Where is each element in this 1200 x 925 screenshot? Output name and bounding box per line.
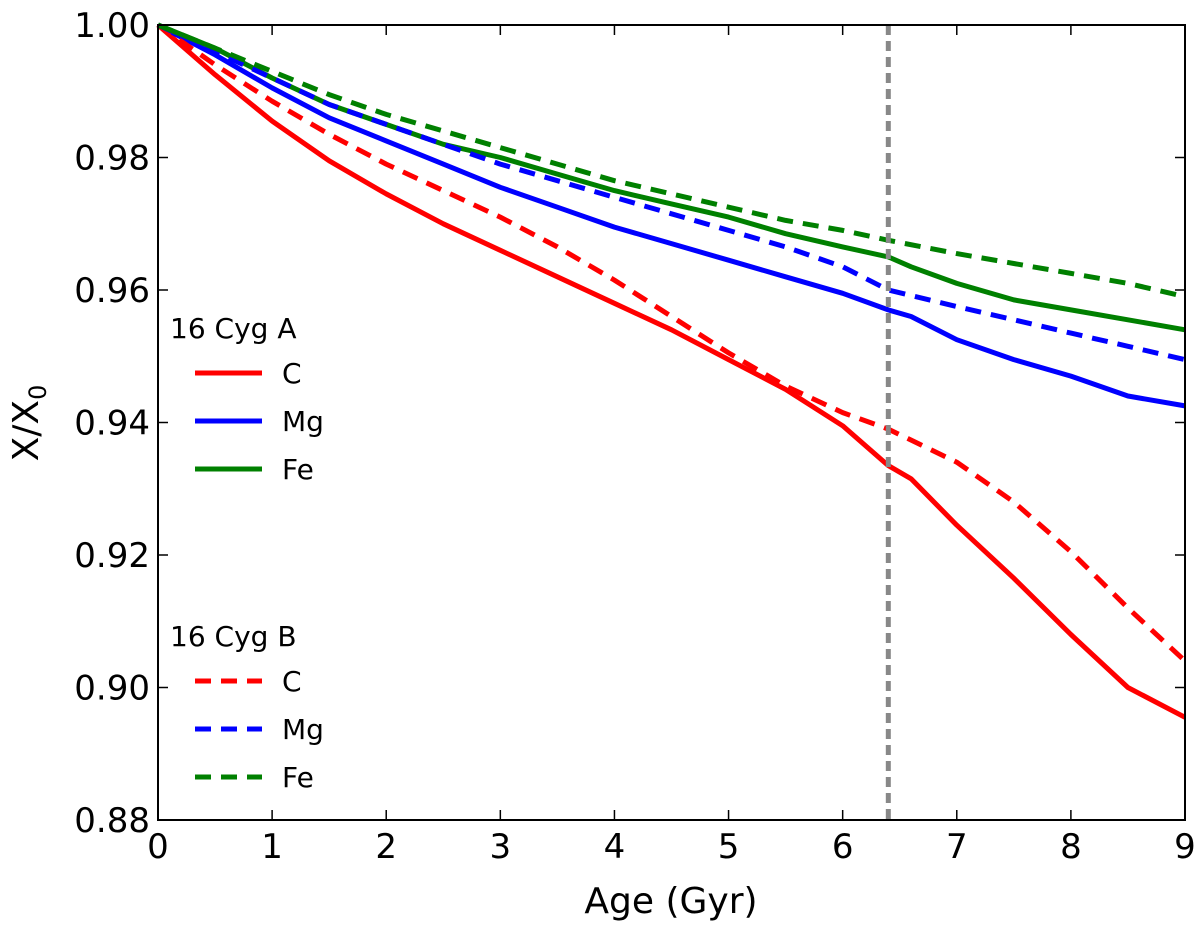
x-tick-label: 8 [1060,827,1082,867]
y-tick-label: 0.88 [74,801,150,841]
y-axis-label-subscript: 0 [24,385,52,400]
x-axis-label: Age (Gyr) [584,881,757,922]
y-tick-label: 0.94 [74,404,150,444]
legend: 16 Cyg A C Mg Fe 16 Cyg B C Mg Fe [170,312,324,794]
legend-label-c: C [282,665,302,698]
legend-title: 16 Cyg B [170,620,297,653]
y-axis-label-main: X/X [6,400,47,461]
y-axis-label: X/X0 [6,385,52,462]
series-line-16-cyg-b-c [156,22,1187,663]
x-tick-label: 7 [946,827,968,867]
y-tick-label: 0.96 [74,271,150,311]
axis-ticks [157,24,1186,821]
x-tick-label: 9 [1174,827,1196,867]
legend-label-fe: Fe [282,453,314,486]
y-tick-label: 1.00 [74,6,150,46]
y-tick-label: 0.92 [74,536,150,576]
x-tick-label: 2 [375,827,397,867]
x-tick-label: 0 [147,827,169,867]
legend-label-mg: Mg [282,405,324,438]
plot-lines [156,22,1187,720]
x-tick-label: 5 [718,827,740,867]
series-line-16-cyg-a-fe [157,22,1186,333]
series-line-16-cyg-b-fe [157,22,1186,300]
series-line-16-cyg-a-mg [156,22,1186,409]
x-tick-label: 4 [604,827,626,867]
x-tick-label: 3 [490,827,512,867]
y-tick-label: 0.98 [74,139,150,179]
series-line-16-cyg-a-c [156,23,1187,720]
axis-tick-labels: 0 1 2 3 4 5 6 7 8 9 0.88 0.90 0.92 0.94 0.96 0.98 1.00 [74,6,1196,867]
legend-label-c: C [282,357,302,390]
x-tick-label: 6 [832,827,854,867]
legend-label-fe: Fe [282,761,314,794]
legend-title: 16 Cyg A [170,312,296,345]
series-line-16-cyg-b-mg [156,22,1186,363]
legend-label-mg: Mg [282,713,324,746]
y-tick-label: 0.90 [74,669,150,709]
x-tick-label: 1 [261,827,283,867]
